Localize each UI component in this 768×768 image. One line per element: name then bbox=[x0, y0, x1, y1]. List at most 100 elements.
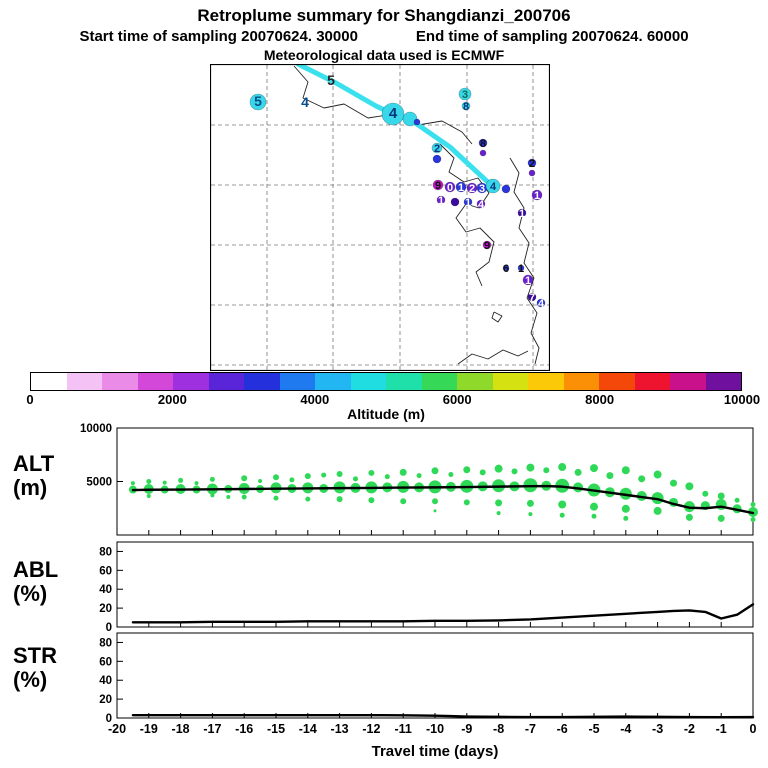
plume-day-label: 2 bbox=[469, 183, 475, 195]
y-tick-label: 60 bbox=[99, 565, 112, 577]
altitude-dot bbox=[717, 492, 725, 500]
plume-day-label: 4 bbox=[478, 199, 485, 211]
y-tick-label: 80 bbox=[99, 546, 112, 558]
sampling-times-row: Start time of sampling 20070624. 30000 E… bbox=[0, 28, 768, 45]
colorbar-segment bbox=[350, 373, 386, 390]
abl-panel-label-line1: ABL bbox=[13, 557, 59, 582]
map-border bbox=[210, 64, 550, 371]
y-tick-label: 40 bbox=[99, 584, 112, 596]
altitude-dot bbox=[463, 466, 471, 474]
altitude-dot bbox=[590, 502, 598, 511]
plume-day-label: 9 bbox=[435, 180, 441, 192]
colorbar-segment bbox=[386, 373, 422, 390]
altitude-dot bbox=[559, 512, 565, 518]
altitude-dot bbox=[494, 464, 503, 473]
str-panel-label-line2: (%) bbox=[13, 667, 48, 692]
plume-day-label: 4 bbox=[389, 105, 398, 122]
alt-line bbox=[131, 484, 755, 515]
colorbar-gradient bbox=[30, 372, 742, 391]
colorbar-segment bbox=[102, 373, 138, 390]
plume-marker bbox=[436, 195, 446, 205]
plume-marker bbox=[478, 138, 488, 148]
plume-day-label: 1 bbox=[518, 263, 524, 275]
plume-marker bbox=[501, 184, 511, 194]
alt-panel-label: ALT (m) bbox=[13, 452, 54, 500]
colorbar-tick-label: 6000 bbox=[442, 392, 472, 407]
altitude-dot bbox=[526, 499, 534, 507]
altitude-dot bbox=[623, 515, 629, 521]
plume-day-label: 1 bbox=[519, 208, 525, 220]
altitude-dot bbox=[416, 473, 422, 479]
y-tick-label: 0 bbox=[106, 622, 112, 634]
colorbar-segment bbox=[173, 373, 209, 390]
altitude-dot bbox=[305, 496, 311, 502]
met-data-text: Meteorological data used is ECMWF bbox=[263, 47, 505, 63]
colorbar-segment bbox=[279, 373, 315, 390]
str-panel-label: STR (%) bbox=[13, 644, 57, 692]
plume-marker bbox=[249, 93, 267, 111]
x-tick-label: 0 bbox=[750, 722, 757, 736]
altitude-dot bbox=[702, 490, 709, 497]
altitude-dot bbox=[241, 475, 248, 482]
abl-panel-label: ABL (%) bbox=[13, 558, 58, 606]
colorbar-segment bbox=[634, 373, 670, 390]
colorbar-segment bbox=[563, 373, 599, 390]
x-tick-label: -2 bbox=[684, 722, 695, 736]
abl-panel-frame bbox=[116, 541, 754, 628]
plume-marker bbox=[476, 199, 486, 209]
altitude-dot bbox=[511, 468, 518, 475]
plume-day-label: 5 bbox=[327, 72, 335, 88]
x-tick-label: -3 bbox=[652, 722, 663, 736]
plume-day-label: 4 bbox=[538, 298, 545, 310]
colorbar-segment bbox=[244, 373, 280, 390]
altitude-dot bbox=[526, 463, 535, 472]
plume-day-label: 4 bbox=[301, 94, 309, 110]
altitude-dot bbox=[653, 506, 662, 515]
altitude-dot bbox=[194, 481, 199, 486]
plume-marker bbox=[461, 101, 471, 111]
plume-day-label: 6 bbox=[503, 263, 509, 275]
colorbar-segment bbox=[66, 373, 102, 390]
colorbar-segment bbox=[208, 373, 244, 390]
colorbar-segment bbox=[137, 373, 173, 390]
colorbar-segment bbox=[315, 373, 351, 390]
plume-day-label: 2 bbox=[434, 143, 440, 155]
colorbar-segment bbox=[492, 373, 528, 390]
altitude-dot bbox=[638, 475, 646, 483]
x-tick-label: -18 bbox=[172, 722, 190, 736]
altitude-dot bbox=[273, 474, 279, 481]
altitude-dot bbox=[146, 493, 151, 498]
plume-day-label: 9 bbox=[484, 240, 490, 252]
altitude-dot bbox=[226, 495, 231, 500]
y-tick-label: 40 bbox=[99, 675, 112, 687]
altitude-dot bbox=[558, 500, 567, 509]
colorbar-tick-label: 2000 bbox=[157, 392, 187, 407]
colorbar-segment bbox=[421, 373, 457, 390]
altitude-dot bbox=[289, 477, 295, 483]
y-tick-label: 5000 bbox=[86, 477, 112, 489]
coastline bbox=[509, 157, 540, 365]
alt-panel-label-line2: (m) bbox=[13, 475, 48, 500]
altitude-dot bbox=[336, 496, 343, 503]
x-tick-label: -15 bbox=[267, 722, 285, 736]
colorbar-tick-label: 8000 bbox=[585, 392, 615, 407]
altitude-dot bbox=[130, 481, 135, 486]
altitude-dot bbox=[653, 470, 662, 479]
altitude-dot bbox=[399, 468, 407, 476]
plume-marker bbox=[455, 181, 467, 193]
plume-marker bbox=[527, 292, 537, 302]
abl-panel-label-line2: (%) bbox=[13, 581, 48, 606]
x-tick-label: -17 bbox=[203, 722, 221, 736]
altitude-dot bbox=[685, 482, 694, 491]
x-tick-label: -5 bbox=[588, 722, 599, 736]
altitude-dot bbox=[353, 476, 358, 482]
plume-day-label: 1 bbox=[458, 182, 464, 194]
start-time-text: Start time of sampling 20070624. 30000 bbox=[79, 28, 358, 45]
plume-marker bbox=[413, 118, 421, 126]
colorbar-segment bbox=[31, 373, 67, 390]
altitude-dot bbox=[591, 513, 597, 519]
plume-marker bbox=[381, 102, 405, 126]
coastline bbox=[457, 349, 529, 365]
y-tick-label: 10000 bbox=[80, 423, 112, 435]
plume-day-label: 1 bbox=[465, 197, 471, 209]
